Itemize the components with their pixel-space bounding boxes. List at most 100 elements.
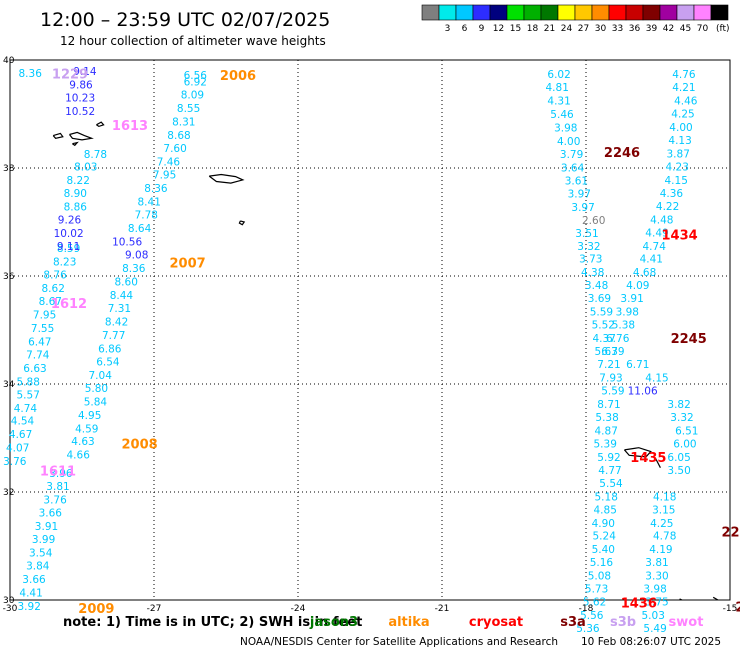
- wave-height-label: 3.82: [667, 399, 690, 411]
- color-scale-label: 70: [697, 24, 709, 34]
- wave-height-label: 5.38: [595, 412, 618, 424]
- wave-height-label: 4.09: [626, 280, 649, 292]
- wave-height-label: 4.59: [75, 423, 98, 435]
- wave-height-label: 8.44: [110, 290, 134, 302]
- wave-height-label: 8.09: [181, 90, 204, 102]
- pass-time-label: 1611: [40, 464, 76, 479]
- wave-height-label: 8.36: [122, 263, 146, 275]
- wave-height-label: 7.78: [135, 209, 158, 221]
- wave-height-label: 5.84: [84, 396, 108, 408]
- wave-height-label: 4.13: [668, 135, 691, 147]
- wave-height-label: 3.98: [643, 584, 666, 596]
- wave-height-label: 10.02: [54, 228, 84, 240]
- wave-height-label: 3.76: [3, 456, 27, 468]
- wave-height-label: 5.18: [595, 491, 618, 503]
- wave-height-label: 5.67: [595, 346, 618, 358]
- wave-height-label: 7.46: [157, 157, 181, 169]
- pass-time-label: 1436: [621, 597, 657, 612]
- coastline: [52, 132, 64, 139]
- wave-height-label: 4.21: [672, 82, 695, 94]
- wave-height-label: 6.71: [626, 359, 649, 371]
- pass-time-label: 2008: [122, 437, 158, 452]
- pass-time-label: 1434: [662, 228, 698, 243]
- wave-height-label: 5.49: [643, 623, 666, 635]
- wave-height-label: 3.91: [620, 293, 643, 305]
- coastline: [72, 141, 79, 147]
- wave-height-label: 3.66: [39, 508, 63, 520]
- wave-height-label: 5.59: [590, 307, 613, 319]
- wave-height-values: 8.36 8.788.03 8.228.908.86 8.598.238.76 8.62…: [3, 66, 698, 635]
- color-scale-label: 24: [561, 24, 573, 34]
- wave-height-label: 6.56: [184, 70, 208, 82]
- wave-height-label: 4.07: [6, 443, 29, 455]
- page-title: 12:00 – 23:59 UTC 02/07/2025: [40, 9, 330, 31]
- wave-height-label: 4.81: [546, 82, 569, 94]
- wave-height-label: 6.51: [675, 425, 698, 437]
- y-tick-label: 40: [3, 56, 15, 66]
- wave-height-label: 8.36: [144, 183, 168, 195]
- wave-height-label: 6.76: [606, 333, 630, 345]
- pass-time-label: 1229: [52, 68, 88, 83]
- wave-height-label: 3.79: [560, 149, 583, 161]
- wave-height-label: 8.03: [74, 161, 97, 173]
- wave-height-label: 3.87: [667, 148, 690, 160]
- color-scale-swatch: [472, 4, 491, 21]
- color-scale-label: 33: [612, 24, 623, 34]
- wave-height-label: 3.48: [585, 280, 608, 292]
- color-scale-swatch: [608, 4, 627, 21]
- wave-height-label: 7.31: [108, 303, 131, 315]
- wave-height-label: 5.24: [593, 531, 617, 543]
- wave-height-label: 6.63: [23, 363, 46, 375]
- wave-height-label: 3.81: [645, 557, 668, 569]
- wave-height-label: 8.31: [172, 117, 195, 129]
- wave-height-label: 4.54: [11, 416, 35, 428]
- wave-height-label: 5.92: [597, 452, 620, 464]
- wave-height-label: 8.59: [57, 243, 80, 255]
- color-scale-swatch: [574, 4, 593, 21]
- wave-height-label: 4.63: [71, 436, 94, 448]
- wave-height-label: 6.86: [98, 343, 122, 355]
- color-scale-swatch: [421, 4, 440, 21]
- pass-time-label: 2009: [78, 602, 114, 617]
- y-axis-ticks: 30 32 34 36 38 40: [3, 56, 15, 606]
- wave-height-label: 5.39: [594, 438, 617, 450]
- wave-height-label: 4.95: [78, 410, 101, 422]
- wave-height-label: 4.41: [19, 587, 42, 599]
- wave-height-label: 11.06: [628, 386, 658, 398]
- x-tick-label: -30: [3, 604, 18, 614]
- wave-height-label: 6.54: [96, 356, 120, 368]
- wave-height-label: 8.22: [67, 175, 90, 187]
- wave-height-label: 6.02: [547, 69, 570, 81]
- coastline: [96, 121, 105, 128]
- satellite-legend-item: s3a: [560, 615, 586, 630]
- color-scale-label: 45: [680, 24, 691, 34]
- wave-height-label: 8.78: [84, 149, 107, 161]
- wave-height-label: 7.95: [153, 170, 176, 182]
- y-tick-label: 34: [3, 380, 15, 390]
- wave-height-label: 6.00: [673, 438, 696, 450]
- satellite-legend-item: altika: [388, 615, 429, 630]
- y-tick-label: 38: [3, 164, 15, 174]
- wave-height-label: 10.52: [65, 106, 95, 118]
- wave-height-label: 8.67: [39, 296, 62, 308]
- wave-height-label: 4.66: [67, 450, 91, 462]
- wave-height-label: 7.60: [163, 143, 186, 155]
- y-tick-label: 30: [3, 596, 15, 606]
- x-tick-label: -18: [579, 604, 594, 614]
- wave-height-label: 4.25: [671, 109, 694, 121]
- wave-height-label: 4.85: [594, 504, 617, 516]
- wave-height-label: 6.92: [184, 77, 207, 89]
- color-scale-label: 27: [578, 24, 589, 34]
- wave-height-label: 5.57: [17, 389, 40, 401]
- color-scale-label: 18: [527, 24, 539, 34]
- color-scale-swatch: [523, 4, 542, 21]
- wave-height-label: 8.76: [43, 269, 67, 281]
- wave-height-label: 3.15: [652, 504, 675, 516]
- wave-height-label: 4.48: [650, 214, 673, 226]
- wave-height-label: 3.96: [49, 468, 73, 480]
- wave-height-label: 3.73: [579, 254, 602, 266]
- wave-height-label: 7.04: [89, 370, 113, 382]
- wave-height-label: 4.41: [640, 254, 663, 266]
- wave-height-label: 5.56: [580, 610, 604, 622]
- color-scale-label: 12: [493, 24, 504, 34]
